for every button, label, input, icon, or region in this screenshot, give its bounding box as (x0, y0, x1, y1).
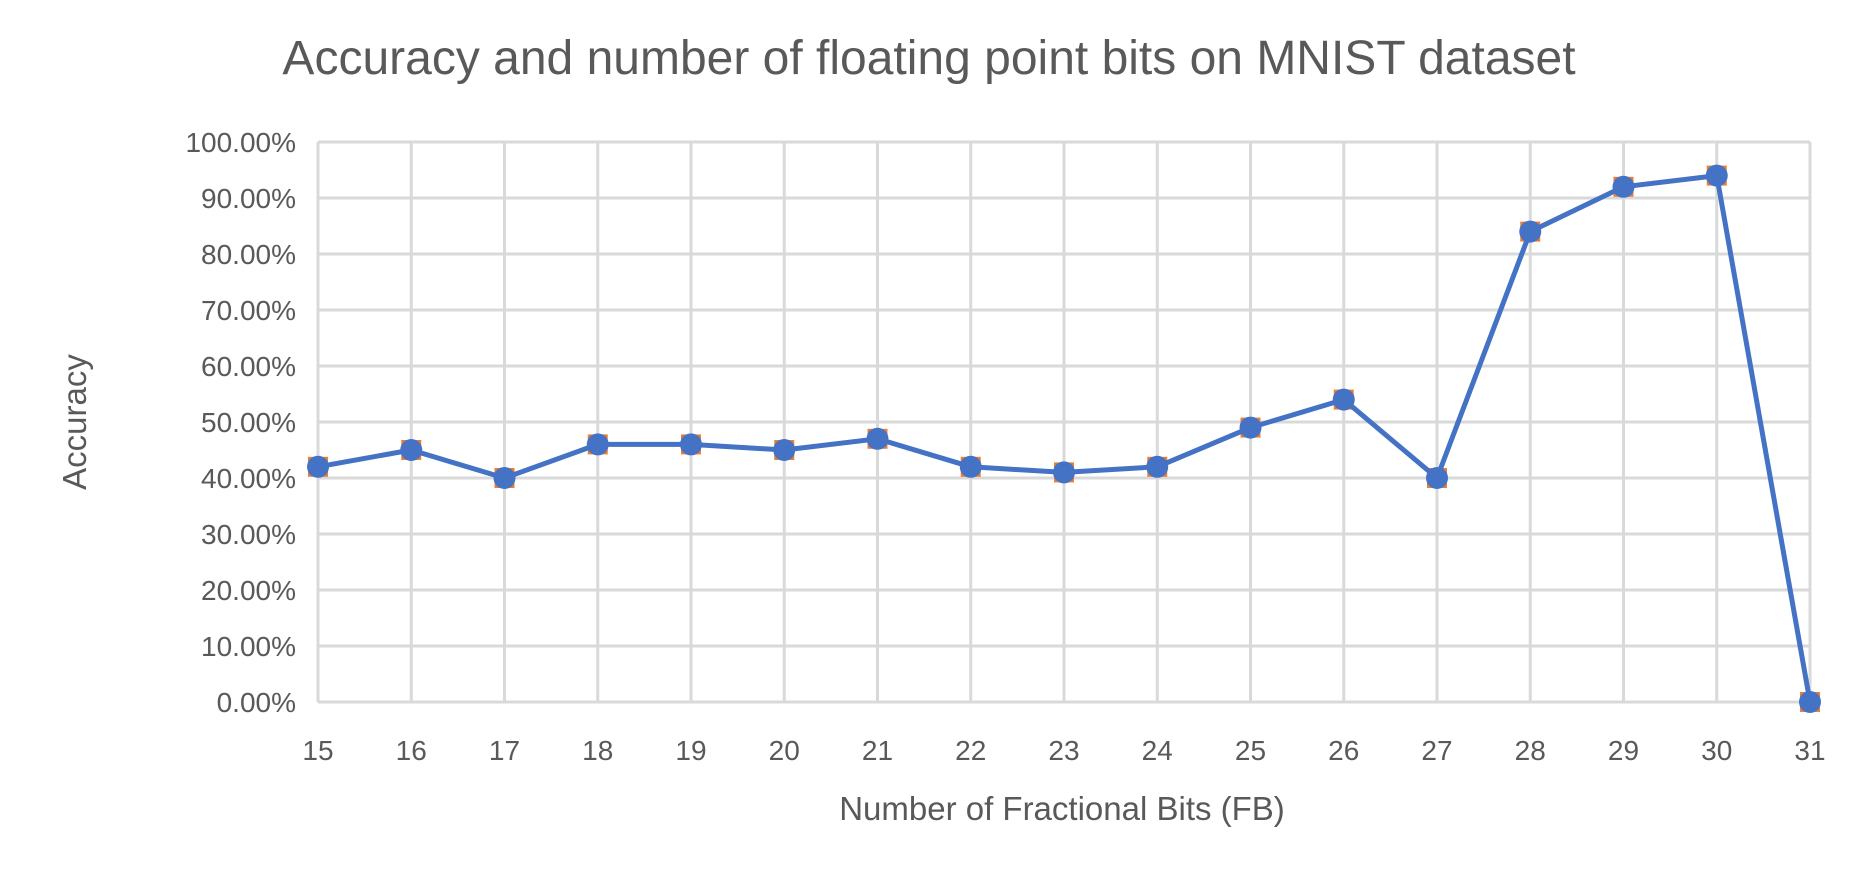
data-point (1146, 455, 1169, 478)
x-tick-label: 15 (302, 735, 333, 766)
grid (316, 140, 1812, 704)
data-point (1426, 467, 1448, 489)
y-axis-ticks: 0.00% 10.00% 20.00% 30.00% 40.00% 50.00% 60.00… (185, 127, 296, 718)
x-tick-label: 28 (1515, 735, 1546, 766)
x-axis-title: Number of Fractional Bits (FB) (839, 790, 1285, 827)
y-tick-label: 10.00% (201, 631, 296, 662)
x-tick-label: 20 (769, 735, 800, 766)
x-tick-label: 25 (1235, 735, 1266, 766)
x-tick-label: 27 (1421, 735, 1452, 766)
x-tick-label: 22 (955, 735, 986, 766)
series-layer (307, 164, 1821, 713)
x-tick-label: 24 (1142, 735, 1173, 766)
x-tick-label: 19 (675, 735, 706, 766)
x-axis-ticks: 15 16 17 18 19 20 21 22 23 24 25 26 27 28 29 30 31 (302, 735, 1825, 766)
data-point (400, 439, 423, 461)
data-point (1705, 164, 1728, 187)
x-tick-label: 21 (862, 735, 893, 766)
y-tick-label: 0.00% (217, 687, 296, 718)
data-point (586, 433, 609, 456)
y-tick-label: 80.00% (201, 239, 296, 270)
data-point (1799, 691, 1821, 713)
data-point (866, 427, 889, 450)
x-tick-label: 29 (1608, 735, 1639, 766)
y-tick-label: 50.00% (201, 407, 296, 438)
data-point (1239, 416, 1262, 439)
data-point (959, 455, 982, 478)
data-point (1519, 220, 1542, 243)
y-tick-label: 90.00% (201, 183, 296, 214)
x-tick-label: 31 (1794, 735, 1825, 766)
data-point (773, 439, 796, 461)
data-point (680, 433, 702, 456)
y-tick-label: 60.00% (201, 351, 296, 382)
data-point (493, 467, 516, 489)
y-tick-label: 20.00% (201, 575, 296, 606)
chart-title: Accuracy and number of floating point bi… (282, 32, 1575, 85)
x-tick-label: 18 (582, 735, 613, 766)
y-tick-label: 70.00% (201, 295, 296, 326)
data-point (1612, 175, 1635, 198)
y-tick-label: 30.00% (201, 519, 296, 550)
x-tick-label: 23 (1048, 735, 1079, 766)
data-point (1053, 461, 1075, 484)
x-tick-label: 30 (1701, 735, 1732, 766)
data-point (1332, 388, 1355, 411)
x-tick-label: 16 (396, 735, 427, 766)
x-tick-label: 17 (489, 735, 520, 766)
data-point (307, 455, 329, 478)
y-tick-label: 40.00% (201, 463, 296, 494)
y-tick-label: 100.00% (185, 127, 296, 158)
y-axis-title: Accuracy (56, 354, 93, 490)
x-tick-label: 26 (1328, 735, 1359, 766)
